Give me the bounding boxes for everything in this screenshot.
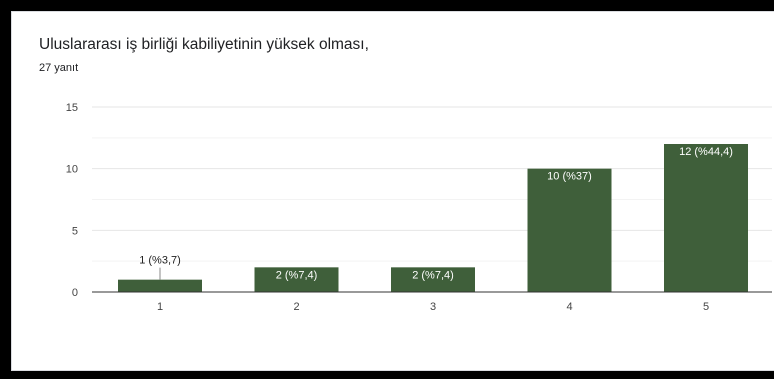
- data-labels: 1 (%3,7) 2 (%7,4) 2 (%7,4) 10 (%37) 12 (%44,…: [139, 146, 733, 281]
- x-tick-label: 5: [703, 301, 709, 313]
- y-axis-ticks: 0 5 10 15: [66, 102, 78, 299]
- data-label: 1 (%3,7): [139, 255, 181, 267]
- bar: [664, 144, 748, 292]
- y-tick-label: 0: [72, 287, 78, 299]
- y-tick-label: 10: [66, 164, 78, 176]
- data-label: 2 (%7,4): [412, 269, 454, 281]
- bar: [254, 267, 339, 292]
- x-tick-label: 3: [430, 301, 436, 313]
- bar: [118, 279, 202, 292]
- bars: [118, 144, 748, 292]
- bar: [527, 168, 612, 292]
- x-tick-label: 4: [566, 301, 572, 313]
- response-chart-card: [11, 11, 774, 371]
- y-tick-label: 5: [72, 225, 78, 237]
- data-label: 2 (%7,4): [276, 269, 318, 281]
- bar: [391, 267, 475, 292]
- response-count: 27 yanıt: [39, 62, 79, 74]
- data-label: 12 (%44,4): [679, 146, 733, 158]
- gridlines: [92, 106, 772, 262]
- question-title: Uluslararası iş birliği kabiliyetinin yü…: [39, 36, 369, 53]
- x-axis-ticks: 1 2 3 4 5: [157, 301, 709, 313]
- x-tick-label: 2: [293, 301, 299, 313]
- y-tick-label: 15: [66, 102, 78, 114]
- data-label: 10 (%37): [547, 171, 592, 183]
- x-tick-label: 1: [157, 301, 163, 313]
